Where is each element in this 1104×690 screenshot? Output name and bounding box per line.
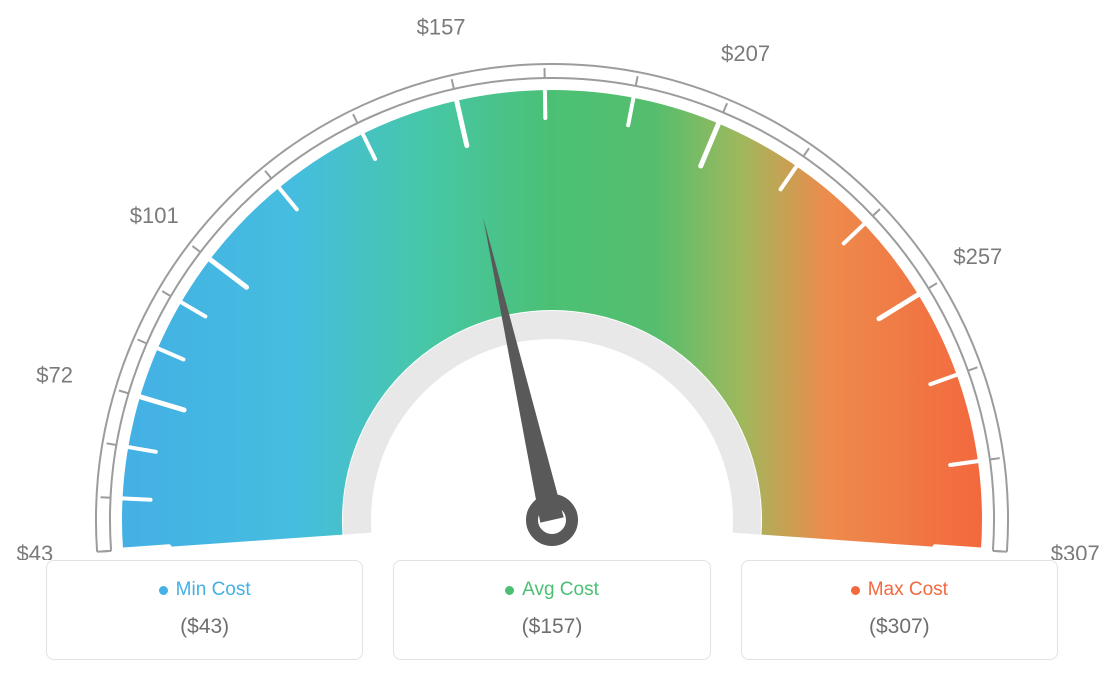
legend-value-max: ($307): [742, 615, 1057, 639]
legend-value-min: ($43): [47, 615, 362, 639]
legend-card-max: Max Cost ($307): [741, 560, 1058, 660]
svg-text:$72: $72: [36, 363, 73, 388]
legend-row: Min Cost ($43) Avg Cost ($157) Max Cost …: [46, 560, 1058, 660]
svg-text:$307: $307: [1051, 541, 1100, 560]
legend-label-max: Max Cost: [868, 579, 948, 601]
svg-text:$257: $257: [953, 244, 1002, 269]
legend-dot-min: [159, 586, 168, 595]
legend-label-avg: Avg Cost: [522, 579, 599, 601]
legend-card-min: Min Cost ($43): [46, 560, 363, 660]
legend-value-avg: ($157): [394, 615, 709, 639]
svg-text:$157: $157: [417, 14, 466, 39]
gauge-chart: $43 $72 $101 $157 $207 $257 $307: [0, 0, 1104, 560]
legend-dot-max: [851, 586, 860, 595]
chart-container: $43 $72 $101 $157 $207 $257 $307 Min Cost ($43…: [0, 0, 1104, 690]
legend-dot-avg: [505, 586, 514, 595]
svg-text:$43: $43: [16, 541, 53, 560]
svg-text:$101: $101: [130, 203, 179, 228]
legend-title-min: Min Cost: [159, 579, 251, 601]
legend-title-max: Max Cost: [851, 579, 948, 601]
legend-label-min: Min Cost: [176, 579, 251, 601]
legend-card-avg: Avg Cost ($157): [393, 560, 710, 660]
svg-text:$207: $207: [721, 41, 770, 66]
legend-title-avg: Avg Cost: [505, 579, 599, 601]
gauge-svg: $43 $72 $101 $157 $207 $257 $307: [0, 0, 1104, 560]
